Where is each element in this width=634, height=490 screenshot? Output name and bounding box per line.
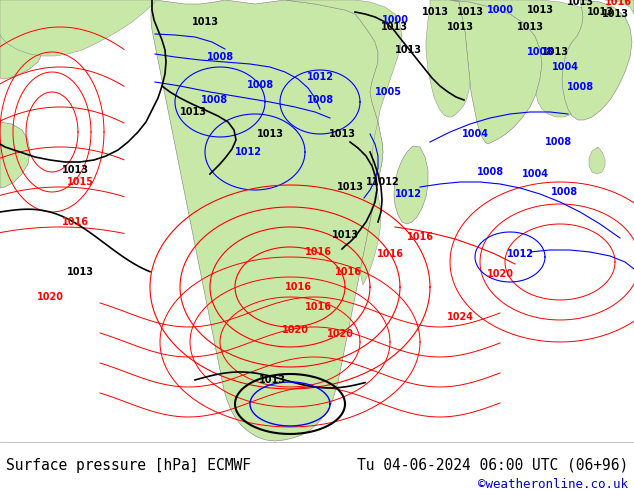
Text: 1012: 1012: [306, 72, 333, 82]
Text: 1008: 1008: [545, 137, 572, 147]
Text: 1013: 1013: [380, 22, 408, 32]
Text: Tu 04-06-2024 06:00 UTC (06+96): Tu 04-06-2024 06:00 UTC (06+96): [357, 458, 628, 473]
Text: 11012: 11012: [366, 177, 400, 187]
Text: 1024: 1024: [446, 312, 474, 322]
Text: 1012: 1012: [235, 147, 261, 157]
Text: 1013: 1013: [526, 5, 553, 15]
Polygon shape: [394, 146, 428, 224]
Text: 1020: 1020: [281, 325, 309, 335]
Text: 1015: 1015: [67, 177, 93, 187]
Text: 1020: 1020: [37, 292, 63, 302]
Polygon shape: [450, 0, 610, 117]
Text: 1013: 1013: [332, 230, 358, 240]
Text: 1020: 1020: [486, 269, 514, 279]
Text: 1013: 1013: [456, 7, 484, 17]
Polygon shape: [450, 0, 542, 144]
Text: 1008: 1008: [476, 167, 503, 177]
Text: 1005: 1005: [375, 87, 401, 97]
Polygon shape: [0, 122, 30, 188]
Text: 1020: 1020: [327, 329, 354, 339]
Text: 1016: 1016: [406, 232, 434, 242]
Text: 1013: 1013: [602, 9, 628, 19]
Text: 1016: 1016: [335, 267, 361, 277]
Text: 1013: 1013: [567, 0, 593, 7]
Text: 1012: 1012: [507, 249, 533, 259]
Text: ©weatheronline.co.uk: ©weatheronline.co.uk: [478, 478, 628, 490]
Text: 1013: 1013: [67, 267, 93, 277]
Text: 1008: 1008: [247, 80, 273, 90]
Text: 1000: 1000: [486, 5, 514, 15]
Polygon shape: [151, 0, 383, 441]
Text: 1008: 1008: [207, 52, 233, 62]
Text: Surface pressure [hPa] ECMWF: Surface pressure [hPa] ECMWF: [6, 458, 251, 473]
Text: 1004: 1004: [522, 169, 548, 179]
Text: 1016: 1016: [61, 217, 89, 227]
Text: 1013: 1013: [394, 45, 422, 55]
Text: 1004: 1004: [462, 129, 489, 139]
Text: 1013: 1013: [179, 107, 207, 117]
Text: 1013: 1013: [328, 129, 356, 139]
Text: 1008: 1008: [306, 95, 333, 105]
Text: 1013: 1013: [586, 7, 614, 17]
Text: 1008: 1008: [526, 47, 553, 57]
Text: 1013: 1013: [541, 47, 569, 57]
Polygon shape: [0, 0, 46, 79]
Text: 1016: 1016: [285, 282, 311, 292]
Text: 1000: 1000: [382, 15, 408, 25]
Text: 1004: 1004: [552, 62, 578, 72]
Text: 1013: 1013: [337, 182, 363, 192]
Polygon shape: [562, 0, 632, 120]
Polygon shape: [589, 147, 605, 174]
Text: 1013: 1013: [259, 375, 285, 385]
Polygon shape: [0, 0, 155, 56]
Text: 1013: 1013: [191, 17, 219, 27]
Polygon shape: [285, 0, 402, 285]
Text: 1016: 1016: [377, 249, 403, 259]
Text: 1016: 1016: [304, 247, 332, 257]
Text: 1013: 1013: [517, 22, 543, 32]
Text: 1013: 1013: [446, 22, 474, 32]
Text: 1013: 1013: [257, 129, 283, 139]
Text: 1013: 1013: [61, 165, 89, 175]
Text: 1008: 1008: [552, 187, 579, 197]
Text: 1013: 1013: [422, 7, 448, 17]
Text: 1016: 1016: [304, 302, 332, 312]
Text: 1008: 1008: [566, 82, 593, 92]
Text: 1008: 1008: [202, 95, 229, 105]
Text: 1012: 1012: [394, 189, 422, 199]
Polygon shape: [426, 0, 470, 117]
Polygon shape: [605, 0, 634, 14]
Text: 1016: 1016: [604, 0, 631, 7]
